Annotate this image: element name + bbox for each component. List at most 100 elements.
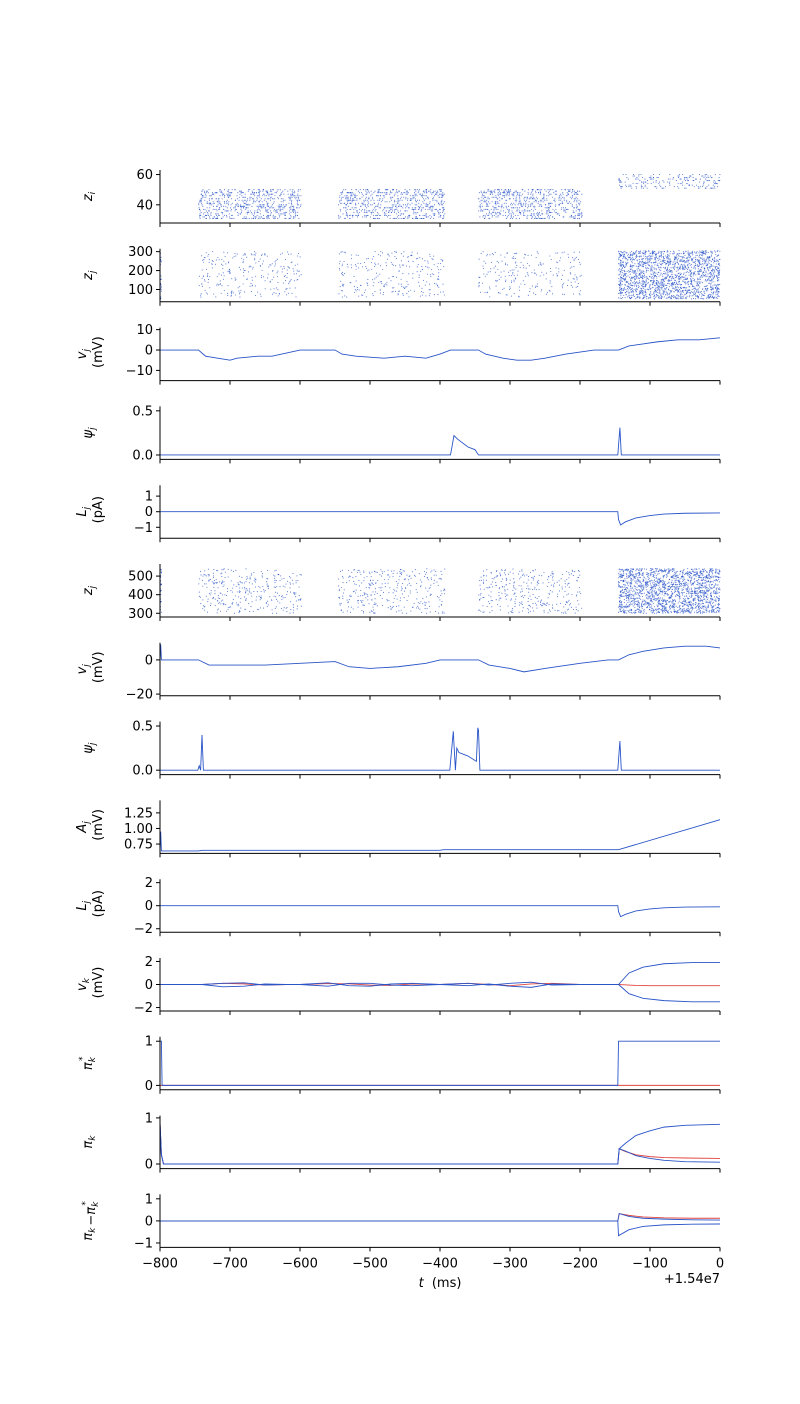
spike-dot [659,287,660,288]
spike-dot [249,266,250,267]
spike-dot [250,265,251,266]
spike-dot [506,203,507,204]
spike-dot [685,290,686,291]
spike-dot [705,276,706,277]
spike-dot [209,216,210,217]
spike-dot [229,194,230,195]
spike-dot [627,271,628,272]
spike-dot [248,271,249,272]
spike-dot [575,215,576,216]
spike-dot [645,285,646,286]
spike-dot [653,177,654,178]
spike-dot [683,268,684,269]
spike-dot [641,288,642,289]
spike-dot [288,194,289,195]
spike-dot [441,194,442,195]
spike-dot [264,218,265,219]
spike-dot [496,213,497,214]
spike-dot [370,200,371,201]
spike-dot [618,293,619,294]
spike-dot [667,294,668,295]
spike-dot [515,262,516,263]
spike-dot [259,209,260,210]
spike-dot [400,215,401,216]
spike-dot [678,176,679,177]
spike-dot [431,216,432,217]
spike-dot [297,212,298,213]
spike-dot [649,294,650,295]
spike-dot [517,215,518,216]
spike-dot [569,216,570,217]
spike-dot [654,272,655,273]
spike-dot [518,203,519,204]
spike-dot [629,257,630,258]
spike-dot [224,215,225,216]
spike-dot [711,294,712,295]
spike-dot [247,198,248,199]
spike-dot [274,218,275,219]
spike-dot [667,262,668,263]
spike-dot [656,269,657,270]
spike-dot [579,218,580,219]
spike-dot [386,262,387,263]
spike-dot [682,296,683,297]
spike-dot [489,191,490,192]
spike-dot [220,283,221,284]
spike-dot [357,216,358,217]
spike-dot [636,177,637,178]
spike-dot [482,195,483,196]
spike-dot [208,282,209,283]
spike-dot [623,289,624,290]
spike-dot [686,279,687,280]
spike-dot [669,174,670,175]
spike-dot [216,206,217,207]
spike-dot [226,203,227,204]
spike-dot [526,216,527,217]
spike-dot [407,194,408,195]
spike-dot [262,207,263,208]
spike-dot [636,188,637,189]
spike-dot [403,287,404,288]
spike-dot [209,574,210,575]
spike-dot [535,294,536,295]
spike-dot [209,198,210,199]
spike-dot [301,574,302,575]
spike-dot [622,272,623,273]
spike-dot [444,201,445,202]
spike-dot [688,262,689,263]
spike-dot [206,596,207,597]
spike-dot [690,274,691,275]
spike-dot [562,197,563,198]
spike-dot [620,289,621,290]
spike-dot [252,277,253,278]
spike-dot [280,213,281,214]
spike-dot [430,192,431,193]
spike-dot [356,290,357,291]
spike-dot [663,267,664,268]
spike-dot [668,294,669,295]
spike-dot [622,292,623,293]
spike-dot [685,275,686,276]
spike-dot [665,277,666,278]
spike-dot [290,280,291,281]
spike-dot [218,198,219,199]
spike-dot [378,213,379,214]
spike-dot [521,262,522,263]
spike-dot [688,289,689,290]
spike-dot [221,198,222,199]
spike-dot [698,274,699,275]
spike-dot [548,215,549,216]
spike-dot [666,287,667,288]
spike-dot [531,215,532,216]
spike-dot [639,251,640,252]
spike-dot [656,256,657,257]
spike-dot [377,200,378,201]
spike-dot [380,204,381,205]
spike-dot [639,298,640,299]
spike-dot [515,198,516,199]
spike-dot [386,194,387,195]
spike-dot [390,209,391,210]
spike-dot [344,252,345,253]
spike-dot [512,204,513,205]
spike-dot [401,284,402,285]
